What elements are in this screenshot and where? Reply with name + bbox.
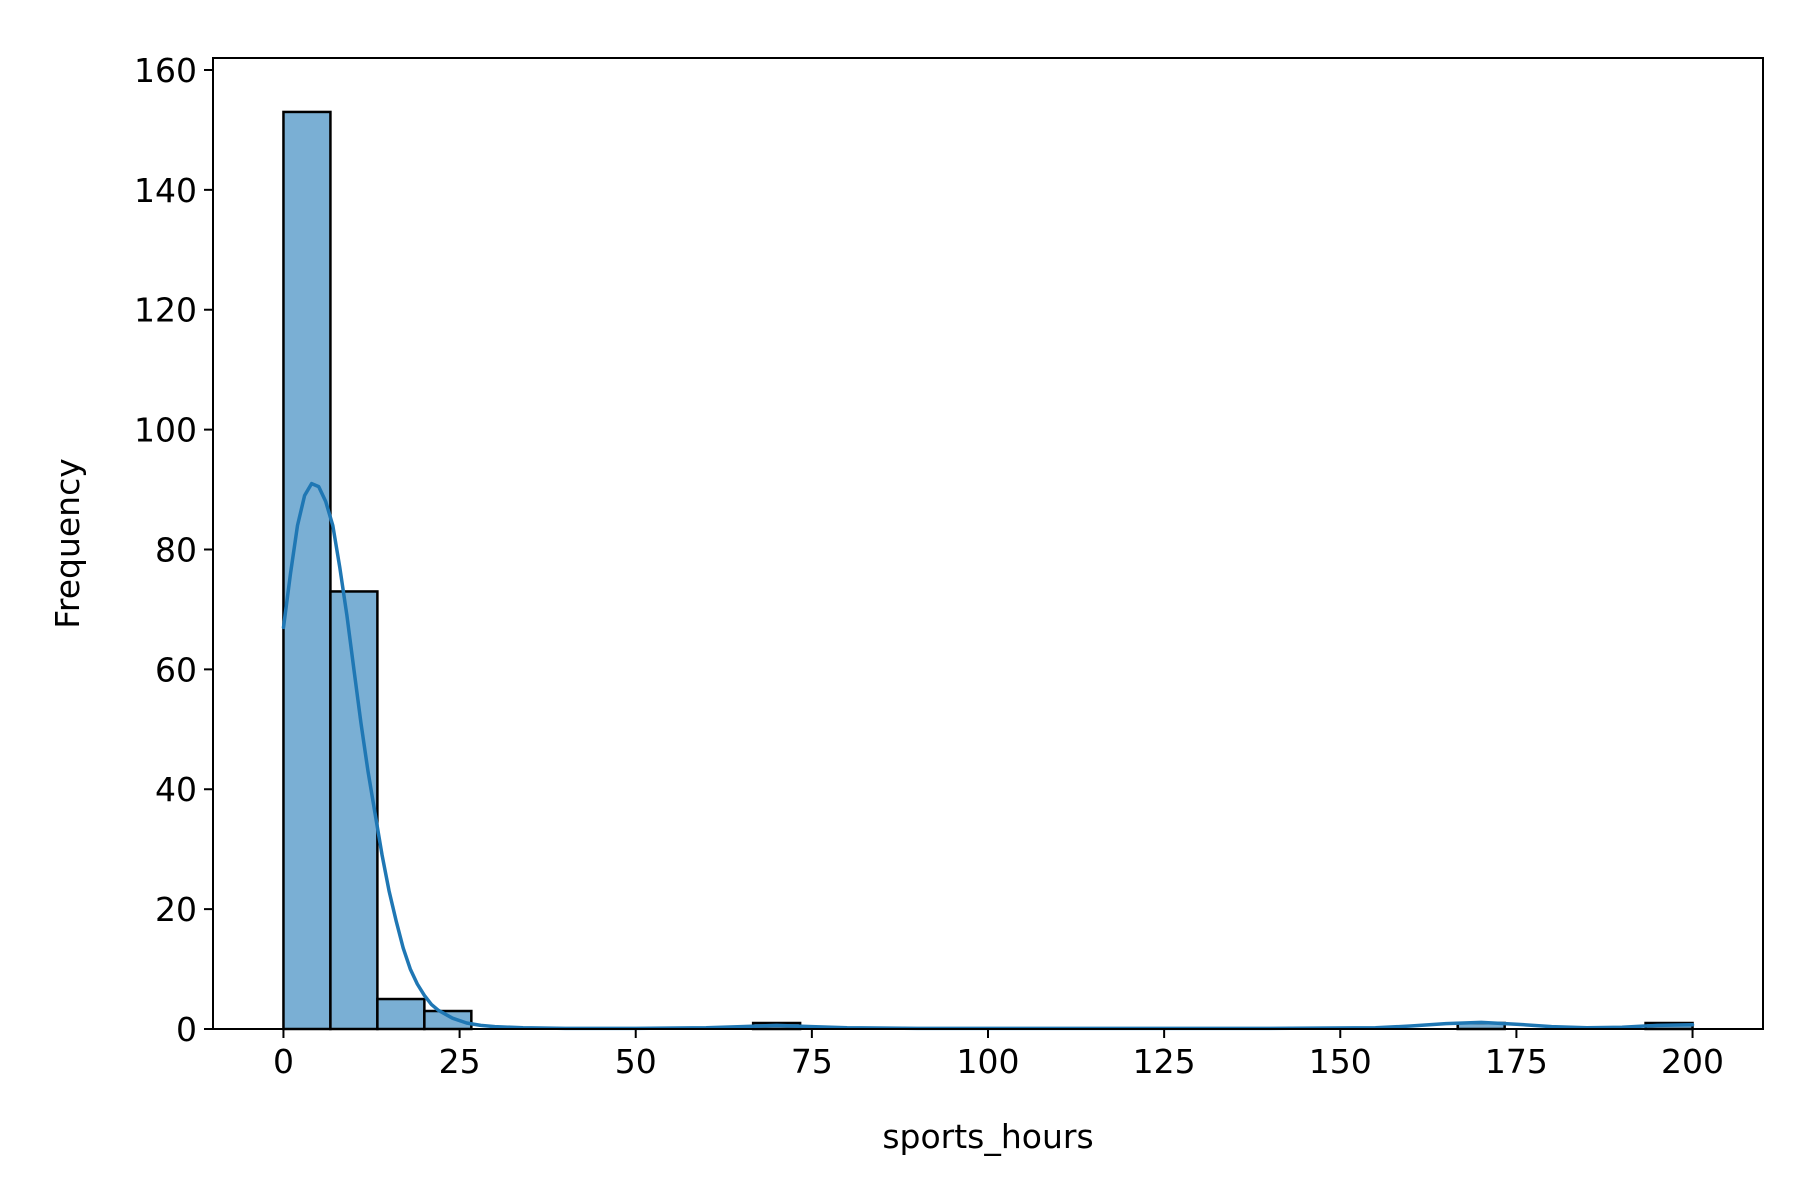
x-tick-label: 100 <box>957 1042 1020 1081</box>
x-tick-label: 0 <box>273 1042 294 1081</box>
y-axis-label: Frequency <box>48 458 87 628</box>
x-axis-label: sports_hours <box>882 1117 1093 1156</box>
y-tick-label: 0 <box>176 1010 197 1049</box>
x-tick-label: 175 <box>1485 1042 1548 1081</box>
histogram-bar <box>376 997 426 1031</box>
x-tick-label: 75 <box>791 1042 833 1081</box>
x-tick-label: 50 <box>615 1042 657 1081</box>
kde-layer <box>281 481 1695 1031</box>
kde-line <box>281 481 1695 1031</box>
x-tick-label: 25 <box>439 1042 481 1081</box>
x-tick-label: 125 <box>1133 1042 1196 1081</box>
y-tick-label: 100 <box>134 411 197 450</box>
y-tick-label: 40 <box>155 770 197 809</box>
y-tick-label: 140 <box>134 171 197 210</box>
y-tick-label: 160 <box>134 51 197 90</box>
y-axis-ticks: 0 20 40 60 80 100 120 140 160 <box>134 51 213 1049</box>
x-tick-label: 200 <box>1661 1042 1724 1081</box>
x-axis-ticks: 0 25 50 75 100 125 150 175 200 <box>273 1029 1724 1081</box>
y-tick-label: 60 <box>155 650 197 689</box>
y-tick-label: 20 <box>155 890 197 929</box>
y-tick-label: 120 <box>134 291 197 330</box>
y-tick-label: 80 <box>155 530 197 569</box>
x-tick-label: 150 <box>1309 1042 1372 1081</box>
